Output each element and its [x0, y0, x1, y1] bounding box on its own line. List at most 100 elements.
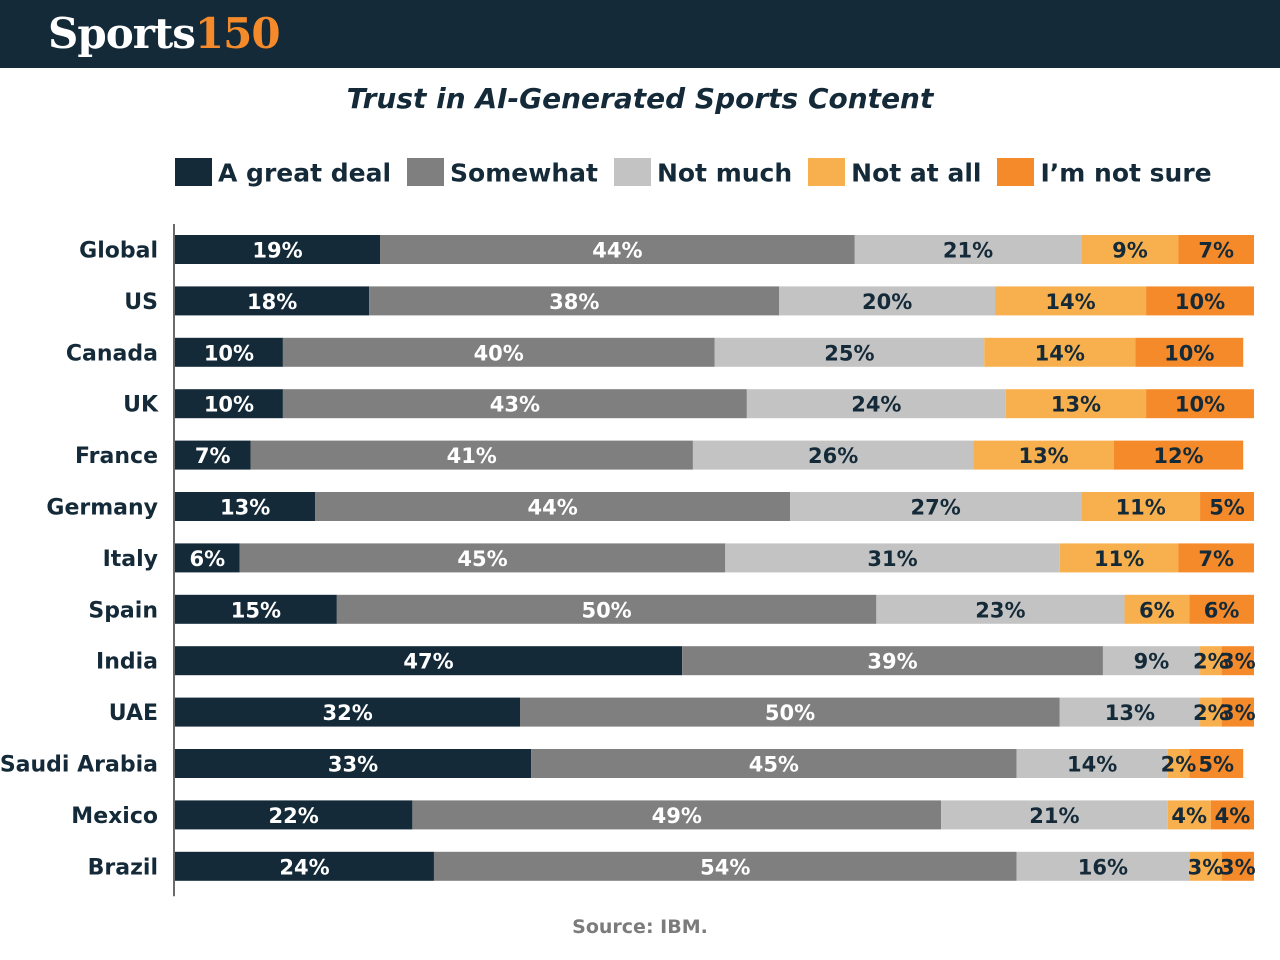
bar-us-a-great-deal: [175, 286, 370, 316]
bar-uk-i-m-not-sure: [1146, 389, 1254, 419]
legend-item-not-much: Not much: [613, 155, 792, 191]
legend-label: Not at all: [851, 158, 982, 188]
value-label-canada-not-much: 25%: [824, 341, 874, 365]
category-label-india: India: [96, 650, 158, 675]
bar-saudi-arabia-not-much: [1016, 749, 1168, 778]
value-label-uk-i-m-not-sure: 10%: [1175, 393, 1225, 417]
value-label-brazil-i-m-not-sure: 3%: [1220, 855, 1256, 879]
value-label-spain-a-great-deal: 15%: [231, 598, 281, 622]
bar-brazil-i-m-not-sure: [1221, 851, 1254, 881]
category-label-uae: UAE: [109, 701, 158, 726]
bar-global-not-much: [854, 235, 1082, 264]
bar-germany-somewhat: [315, 492, 791, 521]
bar-france-somewhat: [250, 440, 693, 470]
bar-mexico-a-great-deal: [175, 800, 413, 830]
value-label-spain-somewhat: 50%: [581, 598, 631, 622]
value-label-france-somewhat: 41%: [447, 444, 497, 468]
value-label-france-not-much: 26%: [808, 444, 858, 468]
bar-india-somewhat: [682, 646, 1103, 676]
bar-uk-a-great-deal: [175, 389, 283, 419]
value-label-italy-a-great-deal: 6%: [190, 547, 226, 571]
category-label-spain: Spain: [88, 598, 158, 623]
category-label-saudi-arabia: Saudi Arabia: [0, 753, 158, 778]
value-label-uk-a-great-deal: 10%: [204, 393, 254, 417]
bar-france-a-great-deal: [175, 440, 251, 470]
bar-mexico-somewhat: [412, 800, 942, 830]
legend-item-i-m-not-sure: I’m not sure: [997, 155, 1212, 191]
category-label-us: US: [124, 290, 158, 315]
bar-us-i-m-not-sure: [1146, 286, 1254, 316]
legend-label: A great deal: [218, 158, 392, 188]
bar-germany-not-at-all: [1081, 492, 1201, 521]
legend-swatch: [175, 157, 212, 186]
bar-saudi-arabia-i-m-not-sure: [1189, 749, 1244, 778]
value-label-india-somewhat: 39%: [867, 650, 917, 674]
bar-us-not-at-all: [995, 286, 1147, 316]
legend-label: I’m not sure: [1040, 158, 1212, 188]
bar-spain-i-m-not-sure: [1189, 594, 1254, 624]
bar-brazil-somewhat: [433, 851, 1017, 881]
value-label-italy-not-much: 31%: [867, 547, 917, 571]
value-label-mexico-i-m-not-sure: 4%: [1215, 804, 1251, 828]
bar-india-not-much: [1102, 646, 1201, 676]
value-label-global-not-much: 21%: [943, 239, 993, 263]
bar-germany-not-much: [790, 492, 1082, 521]
bar-mexico-not-much: [941, 800, 1168, 830]
value-label-uae-i-m-not-sure: 3%: [1220, 701, 1256, 725]
value-label-brazil-not-at-all: 3%: [1188, 855, 1224, 879]
value-label-india-i-m-not-sure: 3%: [1220, 650, 1256, 674]
legend-item-a-great-deal: A great deal: [175, 155, 391, 191]
value-label-mexico-a-great-deal: 22%: [269, 804, 319, 828]
bar-uae-not-much: [1059, 697, 1201, 727]
value-label-germany-a-great-deal: 13%: [220, 496, 270, 520]
bar-italy-not-at-all: [1059, 543, 1179, 573]
value-label-uae-somewhat: 50%: [765, 701, 815, 725]
value-label-canada-i-m-not-sure: 10%: [1164, 341, 1214, 365]
value-label-mexico-not-much: 21%: [1029, 804, 1079, 828]
bar-italy-i-m-not-sure: [1178, 543, 1254, 573]
bar-mexico-i-m-not-sure: [1210, 800, 1254, 830]
category-label-brazil: Brazil: [88, 855, 158, 880]
bar-uk-not-much: [746, 389, 1006, 419]
value-label-saudi-arabia-somewhat: 45%: [749, 753, 799, 777]
value-label-global-a-great-deal: 19%: [252, 239, 302, 263]
value-label-spain-not-much: 23%: [975, 598, 1025, 622]
category-label-global: Global: [79, 239, 158, 264]
value-label-canada-somewhat: 40%: [474, 341, 524, 365]
value-label-global-not-at-all: 9%: [1112, 239, 1148, 263]
value-label-saudi-arabia-i-m-not-sure: 5%: [1198, 753, 1234, 777]
legend-swatch: [997, 157, 1035, 186]
legend-item-not-at-all: Not at all: [808, 155, 981, 191]
value-label-spain-not-at-all: 6%: [1139, 598, 1175, 622]
value-label-italy-somewhat: 45%: [457, 547, 507, 571]
bar-uae-not-at-all: [1200, 697, 1222, 727]
value-label-germany-not-at-all: 11%: [1116, 496, 1166, 520]
value-label-germany-i-m-not-sure: 5%: [1209, 496, 1245, 520]
value-label-uae-a-great-deal: 32%: [323, 701, 373, 725]
value-label-uk-not-at-all: 13%: [1051, 393, 1101, 417]
legend-item-somewhat: Somewhat: [407, 155, 598, 191]
value-label-us-somewhat: 38%: [549, 290, 599, 314]
bar-canada-a-great-deal: [175, 337, 283, 367]
value-label-india-not-at-all: 2%: [1193, 650, 1229, 674]
bar-france-i-m-not-sure: [1113, 440, 1244, 470]
value-label-saudi-arabia-a-great-deal: 33%: [328, 753, 378, 777]
value-label-germany-not-much: 27%: [911, 496, 961, 520]
value-label-brazil-somewhat: 54%: [700, 855, 750, 879]
bar-us-not-much: [779, 286, 996, 316]
value-label-france-a-great-deal: 7%: [195, 444, 231, 468]
category-label-canada: Canada: [66, 341, 158, 366]
value-label-us-not-at-all: 14%: [1045, 290, 1095, 314]
bar-canada-i-m-not-sure: [1135, 337, 1244, 367]
bar-global-a-great-deal: [175, 235, 381, 264]
bar-uk-somewhat: [282, 389, 747, 419]
bar-us-somewhat: [369, 286, 780, 316]
category-label-germany: Germany: [46, 496, 158, 521]
bar-canada-somewhat: [282, 337, 715, 367]
bar-germany-a-great-deal: [175, 492, 316, 521]
value-label-global-somewhat: 44%: [592, 239, 642, 263]
value-label-italy-not-at-all: 11%: [1094, 547, 1144, 571]
bar-spain-not-much: [876, 594, 1125, 624]
bar-uk-not-at-all: [1005, 389, 1147, 419]
